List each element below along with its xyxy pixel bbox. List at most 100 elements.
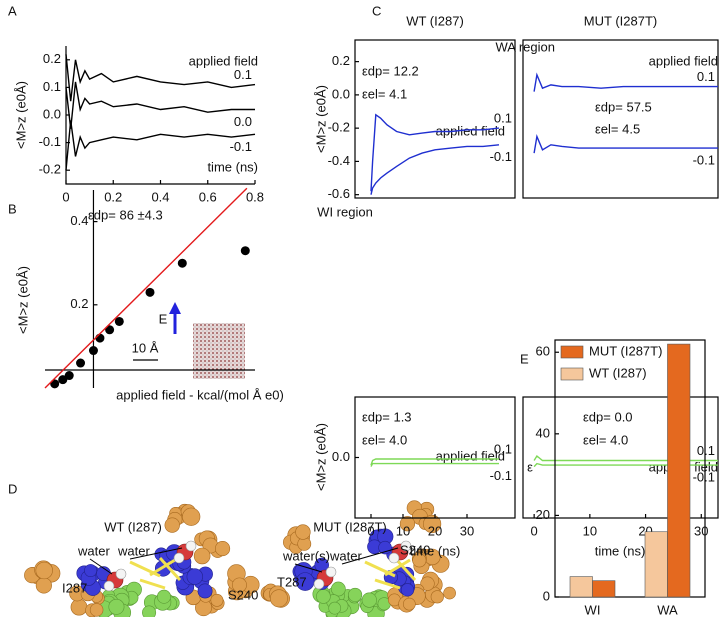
water-h [185, 540, 197, 552]
x-axis-label: applied field - kcal/(mol Å e0) [116, 387, 284, 402]
atom [84, 564, 98, 578]
y-tick-label: 0.2 [70, 296, 88, 311]
water-h [103, 580, 115, 592]
y-tick-label: -0.6 [328, 186, 350, 201]
annotation: εdp= 1.3 [362, 409, 412, 424]
y-axis-label: <M>z (e0Å) [15, 266, 30, 334]
series-end-label: -0.1 [693, 470, 715, 485]
x-axis-label: time (ns) [207, 159, 258, 174]
atom [316, 589, 331, 604]
water-h [313, 578, 325, 590]
stick [384, 558, 411, 577]
y-axis-label: <M>z (e0Å) [313, 423, 328, 491]
annotation: WI region [317, 204, 373, 219]
annotation: εdp= 57.5 [595, 99, 652, 114]
stick [393, 556, 417, 582]
x-tick-label: 0.2 [104, 189, 122, 204]
plot-frame [522, 396, 719, 519]
y-tick-label: 0.0 [332, 449, 350, 464]
series-end-label: -0.1 [490, 468, 512, 483]
residue-label: water(s) [282, 548, 330, 563]
x-tick-label: WI [585, 602, 601, 617]
bar [592, 580, 616, 598]
atom [412, 553, 427, 568]
series-line [370, 458, 499, 466]
stick [149, 558, 176, 577]
atom [157, 589, 171, 604]
y-tick-label: 20 [536, 507, 550, 522]
annotation: applied field [436, 123, 505, 138]
annotation: εdp= 0.0 [583, 409, 633, 424]
y-tick-label: 0.0 [332, 86, 350, 101]
y-tick-label: 0.1 [43, 79, 61, 94]
image-title: WT (I287) [104, 519, 162, 534]
y-axis-label: <M>z (e0Å) [313, 85, 328, 153]
atom [330, 581, 346, 597]
atom [210, 593, 224, 607]
annotation: applied field [189, 53, 258, 68]
x-tick-label: 0 [531, 523, 538, 538]
y-axis-label: ε [527, 459, 533, 474]
plot-frame [522, 39, 719, 199]
point [105, 325, 115, 335]
point [58, 375, 68, 385]
residue-label: I287 [62, 580, 87, 595]
series-line [65, 81, 255, 129]
x-tick-label: 0 [62, 189, 69, 204]
annotation: εel= 4.1 [362, 86, 407, 101]
x-axis-label: time (ns) [410, 543, 461, 558]
annotation: εdp= 12.2 [362, 63, 419, 78]
series-line [65, 120, 256, 171]
atom [420, 576, 435, 591]
arrow-head [169, 302, 181, 314]
stick [139, 578, 166, 590]
image-title: MUT (I287T) [313, 519, 386, 534]
atom [430, 590, 444, 604]
residue-label: S240 [400, 542, 430, 557]
water-h [115, 568, 127, 580]
annotation: applied field [649, 53, 718, 68]
stick [374, 578, 401, 590]
water-h [388, 552, 400, 564]
x-tick-label: 0 [367, 523, 374, 538]
series-end-label: 0.1 [697, 69, 715, 84]
panel-label: E [520, 351, 529, 366]
series-line [370, 113, 500, 192]
stick [158, 556, 182, 582]
atom [89, 603, 104, 617]
y-tick-label: 0.2 [332, 53, 350, 68]
series-line [533, 72, 718, 92]
y-tick-label: -0.2 [328, 120, 350, 135]
series-end-label: -0.1 [230, 139, 252, 154]
y-axis-label: <M>z (e0Å) [13, 81, 28, 149]
x-tick-label: 0.6 [199, 189, 217, 204]
water-h [173, 552, 185, 564]
atom [108, 598, 125, 615]
annotation: 10 Å [132, 340, 159, 355]
y-tick-label: 0.0 [43, 106, 61, 121]
y-tick-label: -0.1 [39, 134, 61, 149]
atom [164, 517, 180, 533]
legend-label: WT (I287) [589, 365, 647, 380]
atom [197, 583, 213, 599]
series-end-label: 0.1 [494, 441, 512, 456]
point [95, 333, 105, 343]
series-end-label: 0.0 [234, 114, 252, 129]
atom [214, 540, 231, 557]
y-tick-label: -0.4 [328, 153, 350, 168]
y-tick-label: 60 [536, 344, 550, 359]
y-tick-label: 0 [543, 588, 550, 603]
series-line [65, 54, 256, 102]
x-tick-label: 20 [428, 523, 442, 538]
series-end-label: 0.1 [697, 443, 715, 458]
atom [35, 561, 53, 580]
residue-label: water [329, 548, 362, 563]
x-tick-label: 30 [694, 523, 708, 538]
point [88, 346, 98, 356]
y-tick-label: 40 [536, 425, 550, 440]
legend-swatch [560, 367, 584, 381]
water-h [400, 540, 412, 552]
pointer [129, 547, 183, 560]
atom [70, 598, 88, 616]
